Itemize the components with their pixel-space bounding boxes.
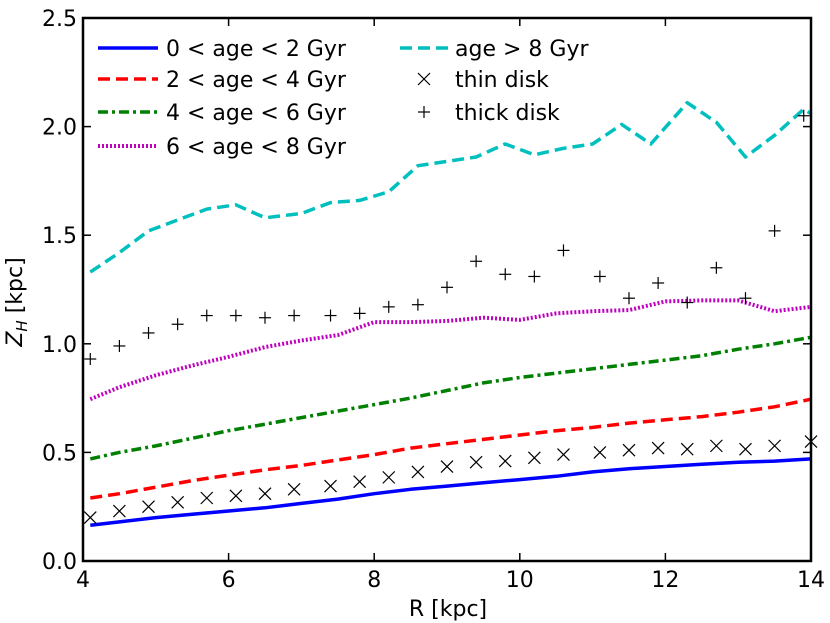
y-axis-label-unit: [kpc] (3, 257, 28, 320)
thin-disk-marker (324, 479, 337, 493)
thin-disk-marker (142, 500, 155, 514)
thin-disk-marker (622, 443, 636, 457)
thin-disk-marker (768, 439, 782, 453)
thin-disk-marker (83, 511, 97, 524)
marker-layer (83, 109, 818, 524)
thick-disk-marker (324, 309, 337, 322)
series-line-5 (89, 100, 812, 274)
thin-disk-marker (739, 442, 752, 456)
thin-disk-marker (527, 451, 541, 465)
thin-disk-marker (287, 482, 301, 496)
thick-disk-marker (652, 276, 665, 289)
legend-entry: 0 < age < 2 Gyr (98, 37, 347, 62)
thin-disk-marker (171, 495, 185, 509)
thick-disk-marker (593, 270, 606, 283)
thick-disk-marker (229, 309, 242, 322)
thick-disk-marker (171, 318, 184, 331)
thick-disk-marker (142, 326, 155, 339)
thin-disk-marker (709, 439, 723, 453)
thick-disk-marker (528, 270, 541, 283)
thick-disk-marker (411, 298, 424, 311)
legend-label: age > 8 Gyr (455, 37, 589, 62)
series-line-2 (90, 397, 812, 500)
thin-disk-marker (112, 504, 126, 518)
legend-entry: thin disk (417, 68, 549, 93)
x-tick-label: 12 (651, 568, 679, 593)
thick-disk-marker (470, 255, 483, 268)
thin-disk-marker (440, 460, 454, 473)
x-tick-label: 8 (367, 568, 381, 593)
x-tick-label: 6 (222, 568, 236, 593)
legend-label: 0 < age < 2 Gyr (166, 37, 347, 62)
series-line-3 (89, 335, 812, 461)
y-tick-label: 0.5 (42, 441, 77, 466)
y-axis-label: ZH [kpc] (3, 257, 31, 347)
thin-disk-marker (651, 441, 665, 455)
thin-disk-marker (411, 465, 425, 479)
legend-entry: thick disk (418, 101, 560, 126)
legend-label: 4 < age < 6 Gyr (166, 101, 347, 126)
thin-disk-marker (258, 487, 272, 501)
x-tick-label: 4 (76, 568, 90, 593)
axes: 4 6 8 10 12 14 0.0 0.5 1.0 1.5 2.0 2.5 (42, 7, 825, 593)
axes-frame (81, 16, 813, 563)
thin-disk-marker (229, 489, 243, 503)
y-tick-label: 0.0 (42, 550, 77, 575)
y-tick-label: 1.0 (42, 333, 77, 358)
legend-marker (417, 72, 431, 86)
series-line-4 (89, 298, 812, 402)
x-axis-label: R [kpc] (409, 597, 487, 622)
thin-disk-marker (469, 455, 483, 469)
thick-disk-marker (84, 353, 97, 366)
legend-entry: 4 < age < 6 Gyr (98, 101, 347, 126)
thick-disk-marker (288, 309, 301, 322)
thin-disk-marker (557, 448, 570, 461)
thin-disk-marker (498, 454, 512, 468)
thick-disk-marker (739, 292, 752, 305)
thick-disk-marker (113, 339, 126, 352)
thick-disk-marker (353, 307, 366, 320)
legend-entry: 6 < age < 8 Gyr (98, 135, 347, 160)
thick-disk-marker (710, 261, 723, 274)
y-tick-label: 2.5 (42, 7, 77, 32)
thick-disk-marker (557, 244, 570, 257)
thin-disk-marker (593, 445, 607, 459)
y-tick-label: 2.0 (42, 116, 77, 141)
thick-disk-marker (797, 109, 810, 122)
thin-disk-marker (200, 491, 214, 505)
legend-label: 6 < age < 8 Gyr (166, 135, 347, 160)
legend-label: 2 < age < 4 Gyr (166, 68, 347, 93)
thin-disk-marker (353, 475, 367, 489)
thick-disk-marker (382, 300, 395, 313)
series-layer (89, 100, 812, 527)
thick-disk-marker (441, 281, 453, 294)
thick-disk-marker (623, 292, 635, 305)
legend: 0 < age < 2 Gyr 2 < age < 4 Gyr 4 < age < … (98, 37, 589, 160)
legend-entry: 2 < age < 4 Gyr (98, 68, 347, 93)
thick-disk-marker (768, 224, 781, 237)
y-tick-label: 1.5 (42, 224, 77, 249)
thick-disk-marker (499, 268, 512, 281)
x-tick-label: 10 (506, 568, 534, 593)
thick-disk-marker (681, 296, 694, 309)
x-tick-label: 14 (797, 568, 825, 593)
y-axis-label-subscript: H (13, 320, 31, 331)
legend-label: thick disk (455, 101, 560, 126)
thin-disk-marker (382, 470, 396, 484)
y-axis-label-symbol: Z (3, 331, 28, 348)
series-line-1 (90, 457, 812, 527)
thick-disk-marker (259, 311, 271, 324)
thick-disk-marker (200, 309, 213, 322)
thin-disk-marker (680, 442, 694, 456)
legend-entry: age > 8 Gyr (400, 37, 589, 62)
legend-label: thin disk (455, 68, 549, 93)
